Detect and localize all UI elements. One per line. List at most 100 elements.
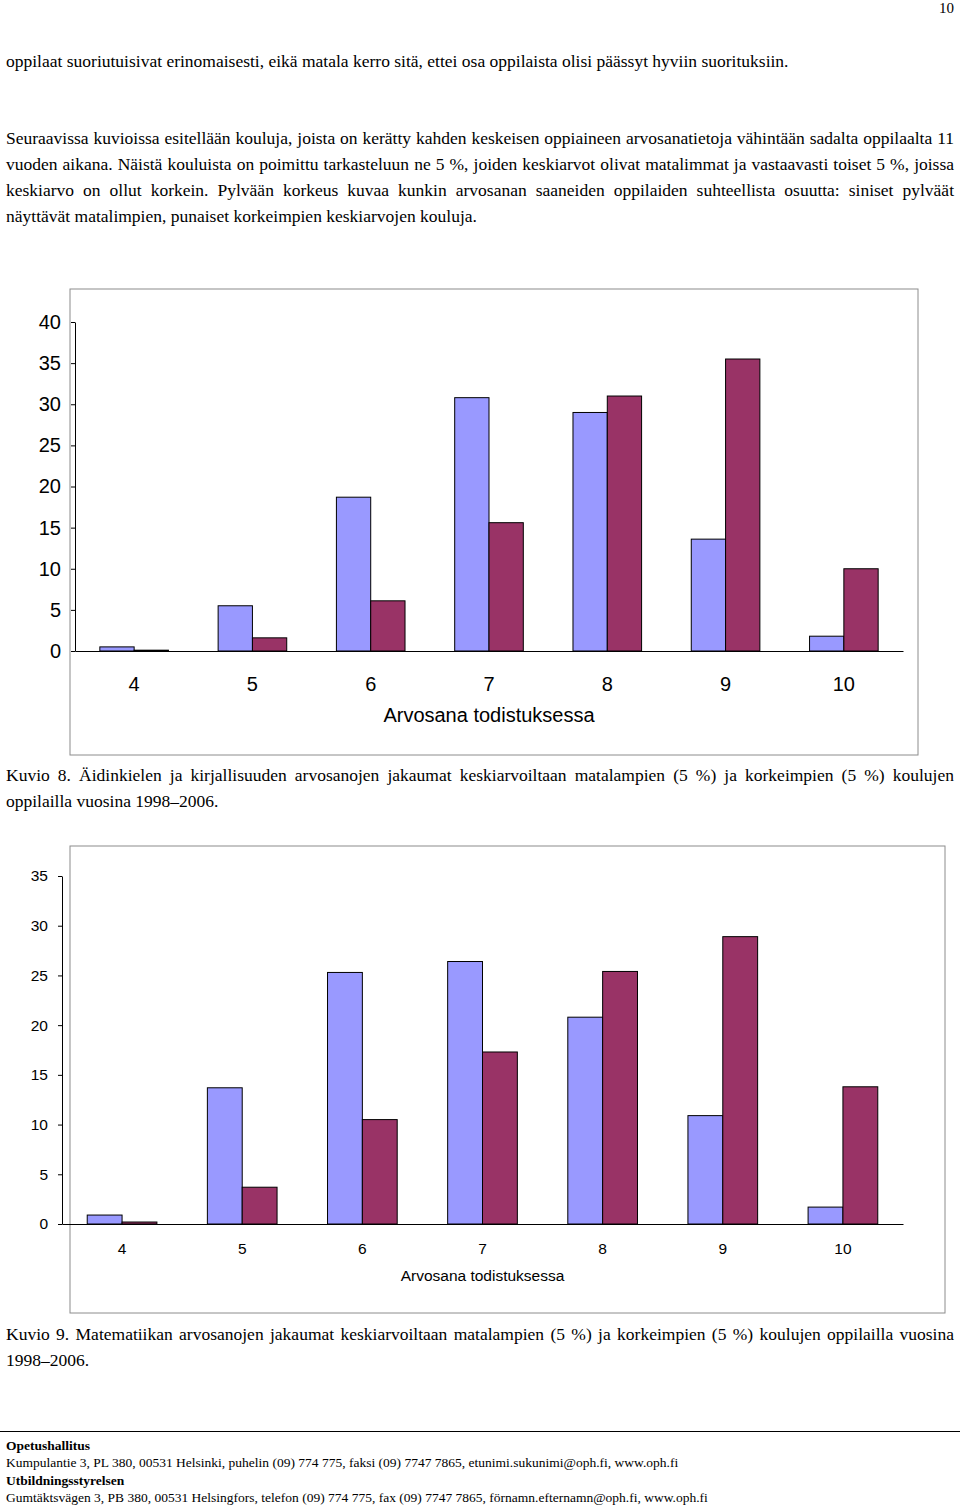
bar (448, 962, 483, 1224)
tick: 15 (31, 1066, 62, 1083)
tick-label: 35 (31, 867, 48, 884)
bar (688, 1116, 723, 1224)
axis-title: Arvosana todistuksessa (383, 704, 595, 726)
bar (573, 412, 607, 651)
bar (207, 1088, 242, 1224)
tick: 6 (365, 651, 376, 695)
bar (691, 539, 725, 651)
axis-line (76, 651, 904, 652)
tick: 10 (39, 558, 75, 580)
tick-mark (58, 1125, 62, 1126)
tick: 10 (833, 651, 855, 695)
footer-rule (0, 1431, 960, 1432)
tick-label: 20 (31, 1017, 49, 1034)
bars (100, 359, 878, 651)
tick-mark (71, 363, 75, 364)
bar (362, 1120, 397, 1224)
tick-label: 8 (598, 1240, 607, 1257)
x-axis: 4 5 6 7 8 9 10 (63, 1224, 904, 1257)
tick: 10 (834, 1224, 852, 1257)
bar (328, 972, 363, 1224)
tick: 9 (718, 1224, 727, 1257)
y-axis: 05101520253035 (31, 867, 63, 1232)
footer-name: Utbildningsstyrelsen (6, 1472, 956, 1489)
tick-label: 0 (39, 1215, 48, 1232)
tick-label: 10 (833, 673, 855, 695)
tick-label: 40 (39, 311, 61, 333)
axis-title: Arvosana todistuksessa (401, 1267, 565, 1284)
tick-mark (58, 1075, 62, 1076)
tick: 7 (483, 651, 494, 695)
tick-mark (58, 926, 62, 927)
caption: Kuvio 8. Äidinkielen ja kirjallisuuden a… (6, 762, 954, 814)
bar (483, 1052, 518, 1224)
tick: 9 (720, 651, 731, 695)
tick-label: 4 (129, 673, 140, 695)
tick-label: 7 (483, 673, 494, 695)
tick-label: 5 (39, 1166, 48, 1183)
tick-mark (58, 975, 62, 976)
tick: 8 (602, 651, 613, 695)
paragraph: oppilaat suoriutuisivat erinomaisesti, e… (6, 48, 954, 74)
axis-line (63, 1224, 904, 1225)
tick-label: 10 (834, 1240, 852, 1257)
tick-label: 30 (31, 917, 49, 934)
chart-frame (70, 289, 918, 755)
tick-label: 8 (602, 673, 613, 695)
tick-label: 5 (50, 599, 61, 621)
footer-address: Kumpulantie 3, PL 380, 00531 Helsinki, p… (6, 1454, 956, 1471)
chart: 051015202530354045678910Arvosana todistu… (39, 289, 918, 755)
tick-mark (71, 651, 75, 652)
tick-label: 6 (365, 673, 376, 695)
tick-label: 30 (39, 393, 61, 415)
tick-mark (58, 1174, 62, 1175)
tick-mark (58, 876, 62, 877)
tick-mark (71, 487, 75, 488)
bar (603, 971, 638, 1224)
tick: 4 (129, 651, 140, 695)
bar (122, 1222, 157, 1224)
tick: 35 (31, 867, 62, 884)
bar (134, 650, 168, 651)
tick-mark (71, 610, 75, 611)
tick-mark (71, 404, 75, 405)
tick-label: 5 (247, 673, 258, 695)
bar (808, 1207, 843, 1224)
bar (810, 636, 844, 651)
tick-label: 6 (358, 1240, 367, 1257)
bar (371, 601, 405, 651)
tick-mark (71, 322, 75, 323)
bar (568, 1017, 603, 1224)
footer-name: Opetushallitus (6, 1437, 956, 1454)
tick: 20 (31, 1017, 62, 1034)
tick-label: 25 (31, 967, 48, 984)
tick-label: 35 (39, 352, 61, 374)
tick: 4 (118, 1224, 127, 1257)
tick: 0 (39, 1215, 62, 1232)
tick: 8 (598, 1224, 607, 1257)
footer-name-text: Utbildningsstyrelsen (6, 1473, 124, 1488)
bar (242, 1187, 277, 1224)
tick: 5 (238, 1224, 247, 1257)
tick-mark (71, 569, 75, 570)
tick-label: 20 (39, 475, 61, 497)
tick: 0 (50, 640, 75, 662)
tick-label: 9 (720, 673, 731, 695)
page: 10 oppilaat suoriutuisivat erinomaisesti,… (0, 0, 960, 1508)
tick: 5 (247, 651, 258, 695)
tick: 40 (39, 311, 75, 333)
tick-label: 9 (718, 1240, 727, 1257)
tick-mark (71, 445, 75, 446)
bar (726, 359, 760, 651)
tick: 7 (478, 1224, 487, 1257)
tick-label: 15 (31, 1066, 48, 1083)
charts-layer: 051015202530354045678910Arvosana todistu… (0, 0, 960, 1508)
tick: 25 (31, 967, 62, 984)
bar (844, 569, 878, 651)
x-axis: 4 5 6 7 8 9 10 (76, 651, 904, 695)
bars (87, 937, 878, 1224)
tick: 25 (39, 434, 75, 456)
bar (100, 647, 134, 651)
bar (489, 523, 523, 651)
tick-label: 7 (478, 1240, 487, 1257)
